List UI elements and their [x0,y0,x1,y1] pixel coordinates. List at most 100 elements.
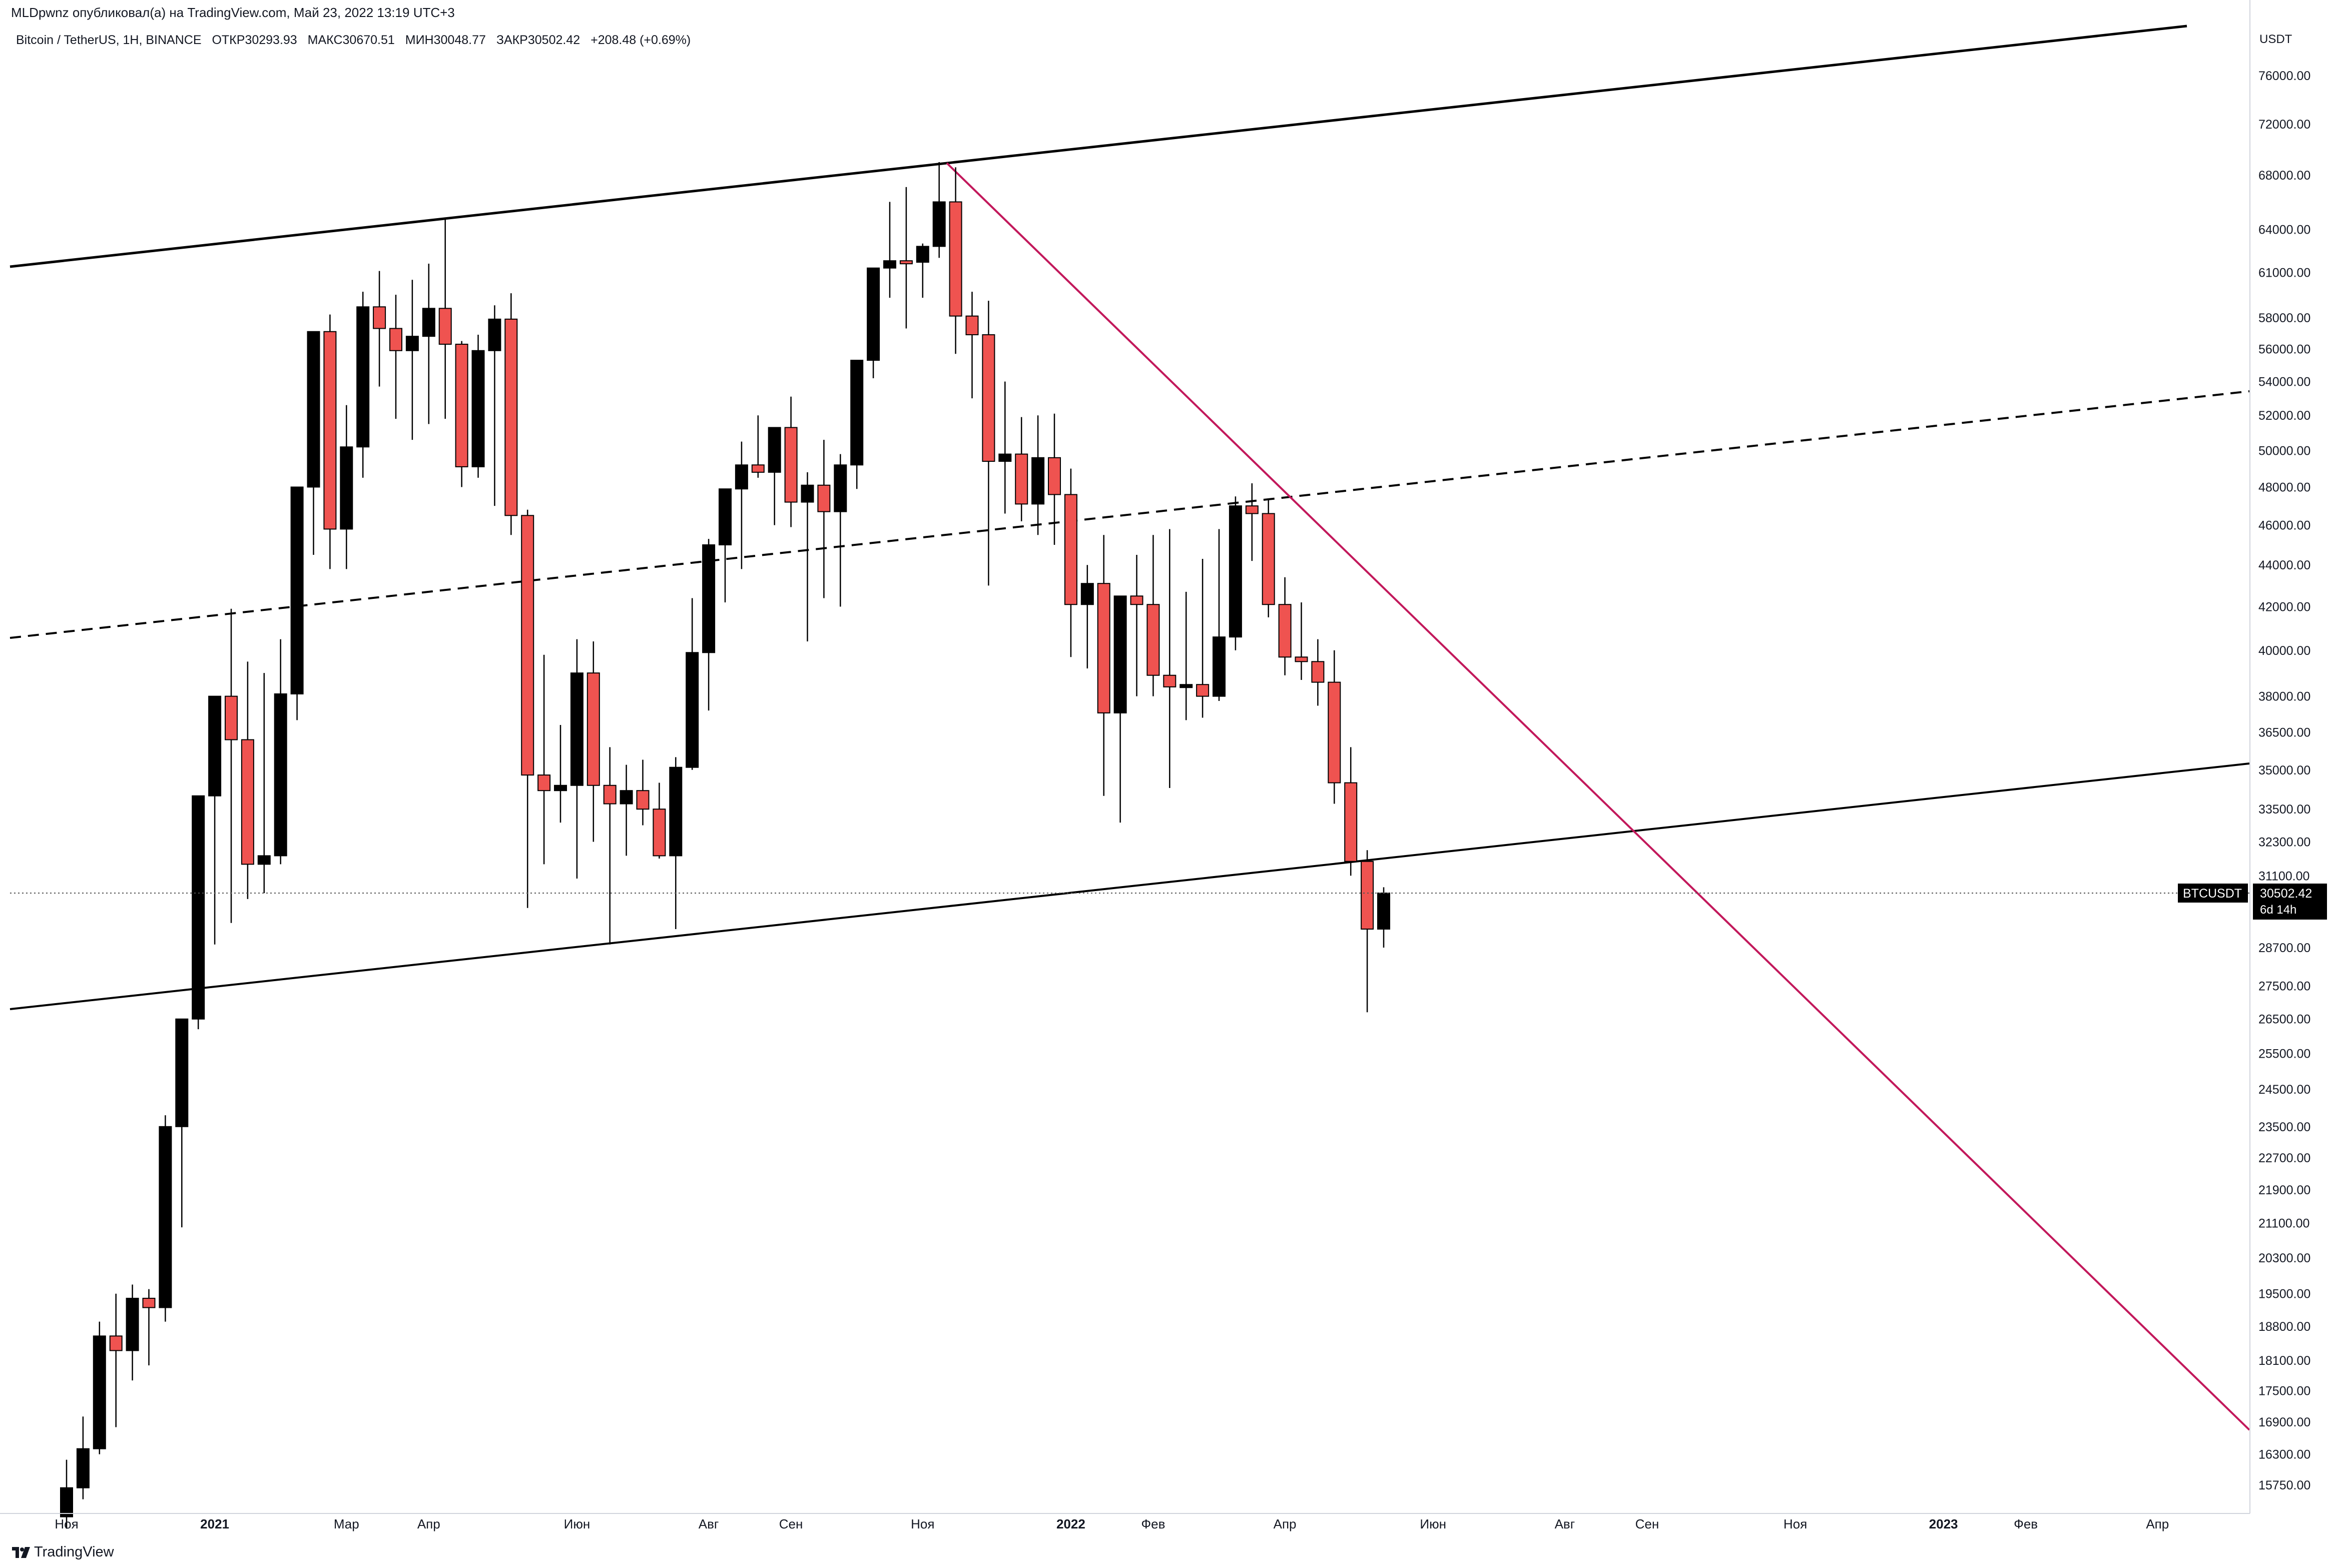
candle[interactable] [192,795,205,1030]
candle[interactable] [1344,747,1358,876]
candle[interactable] [93,1321,106,1454]
candle[interactable] [405,280,419,440]
candle-body [422,308,435,337]
candle[interactable] [389,295,402,419]
candle[interactable] [653,782,666,859]
candle[interactable] [669,757,683,929]
candle[interactable] [1311,639,1325,706]
candle[interactable] [768,427,781,525]
candle[interactable] [1245,483,1259,561]
candle[interactable] [504,293,518,535]
candle[interactable] [834,454,847,607]
candle[interactable] [1113,595,1127,823]
candle[interactable] [1015,417,1028,521]
candle-body [751,464,765,473]
candle[interactable] [488,305,501,506]
tradingview-logo[interactable]: TradingView [12,1544,114,1560]
candle-body [686,652,699,768]
candle[interactable] [76,1416,90,1499]
candle[interactable] [850,360,864,489]
candle[interactable] [1278,577,1292,675]
time-axis[interactable]: Ноя 2021 Мар Апр Июн Авг Сен Ноя 2022 Фев Апр Июн Ав… [0,1513,2250,1531]
candle[interactable] [916,243,929,298]
candle[interactable] [1262,498,1275,617]
price-tag-countdown: 6d 14h [2260,903,2296,917]
price-axis[interactable]: USDT 76000.00 72000.00 68000.00 64000.00 610… [2249,0,2310,1513]
candle[interactable] [109,1293,123,1427]
candle[interactable] [899,187,913,329]
candle[interactable] [1097,535,1110,796]
candle[interactable] [422,263,435,424]
candle[interactable] [455,341,468,487]
candle[interactable] [603,747,617,945]
channel-lower-line[interactable] [10,762,2250,1010]
candle[interactable] [735,441,748,569]
candle[interactable] [307,331,320,555]
candle[interactable] [1080,565,1094,668]
candle[interactable] [1377,887,1390,948]
candle[interactable] [719,488,732,602]
candle[interactable] [570,639,583,879]
candle[interactable] [290,486,304,720]
candle[interactable] [241,661,254,899]
candle[interactable] [521,509,534,908]
candle[interactable] [208,695,222,945]
candle[interactable] [60,1459,73,1529]
symbol-info-bar: Bitcoin / TetherUS, 1H, BINANCE ОТКР3029… [16,33,698,48]
candle[interactable] [867,267,880,379]
candle[interactable] [225,608,238,923]
candle[interactable] [1213,529,1226,701]
candle[interactable] [982,301,995,586]
candle[interactable] [949,167,962,354]
candle[interactable] [537,654,551,865]
candle[interactable] [883,202,896,298]
candle[interactable] [175,1018,189,1228]
price-tick-label: 26500.00 [2258,1013,2310,1027]
candle[interactable] [784,396,798,527]
candle[interactable] [817,440,831,598]
candle[interactable] [998,381,1012,514]
candle[interactable] [1196,559,1210,718]
candle[interactable] [1130,554,1143,696]
symbol-name[interactable]: Bitcoin / TetherUS, 1H, BINANCE [16,33,202,47]
candle[interactable] [636,759,650,826]
candle[interactable] [274,639,287,865]
close-label: ЗАКР [496,33,528,47]
candle[interactable] [801,472,814,641]
candle[interactable] [356,292,370,478]
candle[interactable] [620,764,633,856]
candle-body [1113,595,1127,713]
candle[interactable] [702,539,716,711]
candle[interactable] [932,162,946,258]
candle[interactable] [1064,468,1077,657]
candle[interactable] [142,1289,156,1366]
descending-trendline[interactable] [946,162,2250,1431]
candle[interactable] [257,673,271,894]
candle[interactable] [1031,415,1045,535]
channel-mid-dashed-line[interactable] [10,390,2250,639]
candle[interactable] [1295,602,1308,680]
candle[interactable] [1328,650,1341,804]
channel-upper-line[interactable] [10,25,2187,268]
candle[interactable] [1229,496,1242,650]
candle[interactable] [471,335,485,478]
candle[interactable] [438,218,452,419]
candle[interactable] [340,405,353,569]
candle[interactable] [1361,850,1374,1013]
candle[interactable] [126,1284,139,1381]
candle[interactable] [373,271,386,387]
candle[interactable] [323,314,337,569]
candle[interactable] [686,598,699,770]
candle[interactable] [1163,529,1177,788]
candle-body [702,544,716,653]
candle[interactable] [587,641,600,842]
candle[interactable] [1048,413,1061,545]
candle[interactable] [965,292,979,399]
candle[interactable] [1146,535,1160,696]
candle[interactable] [1180,591,1193,720]
candle[interactable] [751,415,765,478]
candle[interactable] [159,1115,172,1322]
price-tag-value: 30502.42 [2260,887,2312,901]
candle[interactable] [554,725,567,823]
